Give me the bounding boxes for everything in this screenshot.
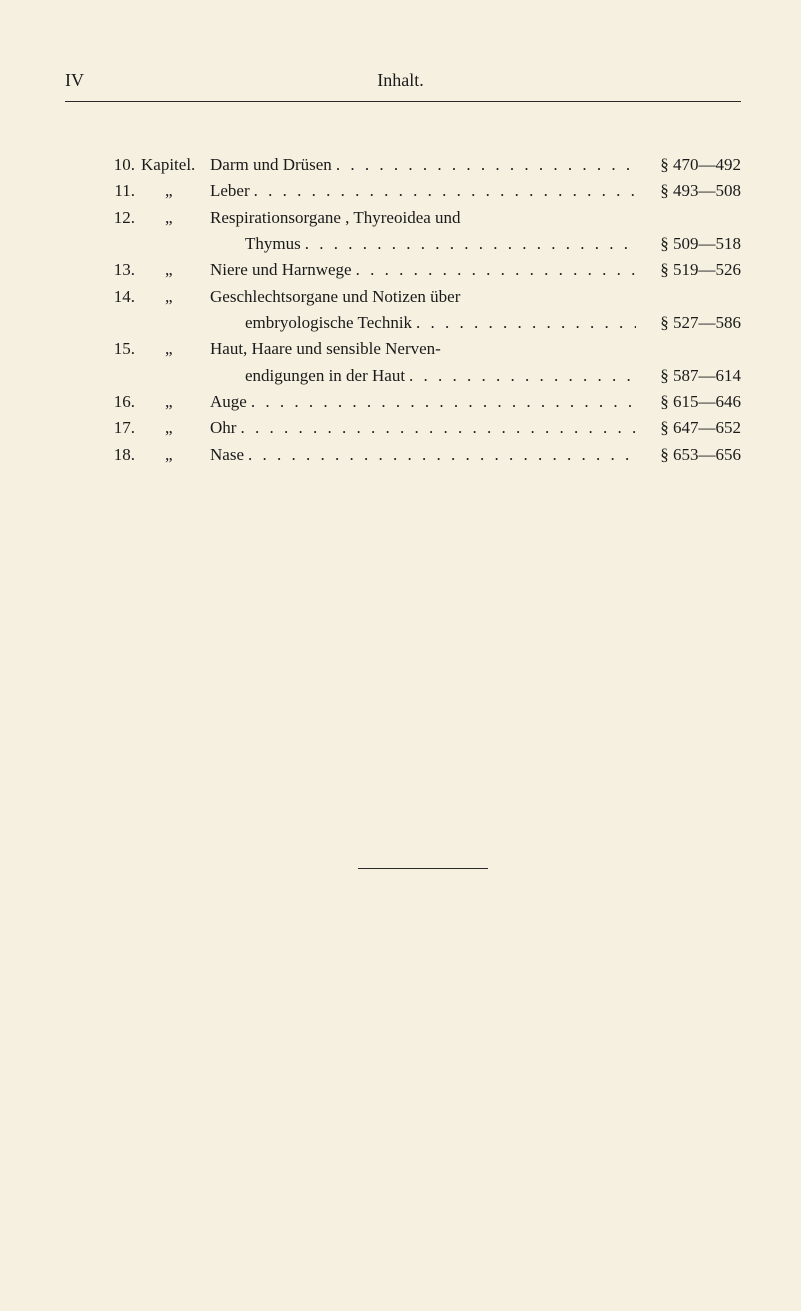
dot-leader: . . . . . . . . . . . . . . . . . . . . … [332,152,636,178]
section-range: § 519—526 [636,257,741,283]
dot-leader: . . . . . . . . . . . . . . . . . . . . … [236,415,636,441]
chapter-label: „ [135,257,210,283]
chapter-label: „ [135,178,210,204]
toc-row: 15.„Haut, Haare und sensible Nerven- [105,336,741,362]
chapter-number: 11. [105,178,135,204]
toc-row: 14.„Geschlechtsorgane und Notizen über [105,284,741,310]
section-range: § 470—492 [636,152,741,178]
table-of-contents: 10.Kapitel.Darm und Drüsen. . . . . . . … [105,152,741,468]
toc-row: 16.„Auge. . . . . . . . . . . . . . . . … [105,389,741,415]
chapter-label: „ [135,205,210,231]
chapter-title: Ohr [210,415,236,441]
dot-leader: . . . . . . . . . . . . . . . . . . . . … [412,310,636,336]
chapter-title: Haut, Haare und sensible Nerven- [210,336,441,362]
chapter-number: 16. [105,389,135,415]
chapter-title-continuation: embryologische Technik [245,310,412,336]
dot-leader: . . . . . . . . . . . . . . . . . . . . … [301,231,636,257]
chapter-title: Geschlechtsorgane und Notizen über [210,284,460,310]
section-range: § 587—614 [636,363,741,389]
toc-row: 17.„Ohr. . . . . . . . . . . . . . . . .… [105,415,741,441]
chapter-title: Nase [210,442,244,468]
toc-row: 11.„Leber. . . . . . . . . . . . . . . .… [105,178,741,204]
chapter-number: 10. [105,152,135,178]
toc-row-continuation: Thymus. . . . . . . . . . . . . . . . . … [105,231,741,257]
toc-row: 10.Kapitel.Darm und Drüsen. . . . . . . … [105,152,741,178]
chapter-label: „ [135,336,210,362]
toc-row-continuation: embryologische Technik. . . . . . . . . … [105,310,741,336]
chapter-number: 14. [105,284,135,310]
chapter-number: 15. [105,336,135,362]
chapter-number: 18. [105,442,135,468]
section-range: § 615—646 [636,389,741,415]
dot-leader: . . . . . . . . . . . . . . . . . . . . … [352,257,636,283]
chapter-number: 12. [105,205,135,231]
chapter-title-continuation: endigungen in der Haut [245,363,405,389]
section-range: § 509—518 [636,231,741,257]
chapter-title: Auge [210,389,247,415]
dot-leader: . . . . . . . . . . . . . . . . . . . . … [247,389,636,415]
toc-row: 13.„Niere und Harnwege. . . . . . . . . … [105,257,741,283]
section-range: § 527—586 [636,310,741,336]
toc-row-continuation: endigungen in der Haut. . . . . . . . . … [105,363,741,389]
header-divider [65,101,741,102]
toc-row: 12.„Respirationsorgane , Thyreoidea und [105,205,741,231]
chapter-number: 13. [105,257,135,283]
dot-leader: . . . . . . . . . . . . . . . . . . . . … [405,363,636,389]
chapter-title: Darm und Drüsen [210,152,332,178]
chapter-label: „ [135,389,210,415]
page-number: IV [65,70,84,91]
chapter-title-continuation: Thymus [245,231,301,257]
chapter-number: 17. [105,415,135,441]
chapter-title: Respirationsorgane , Thyreoidea und [210,205,461,231]
section-range: § 493—508 [636,178,741,204]
chapter-label: „ [135,284,210,310]
dot-leader: . . . . . . . . . . . . . . . . . . . . … [250,178,636,204]
chapter-label: „ [135,415,210,441]
chapter-label: Kapitel. [135,152,210,178]
chapter-title: Niere und Harnwege [210,257,352,283]
section-title: Inhalt. [377,70,424,91]
toc-row: 18.„Nase. . . . . . . . . . . . . . . . … [105,442,741,468]
chapter-title: Leber [210,178,250,204]
section-range: § 653—656 [636,442,741,468]
dot-leader: . . . . . . . . . . . . . . . . . . . . … [244,442,636,468]
section-range: § 647—652 [636,415,741,441]
chapter-label: „ [135,442,210,468]
footer-divider [358,868,488,869]
